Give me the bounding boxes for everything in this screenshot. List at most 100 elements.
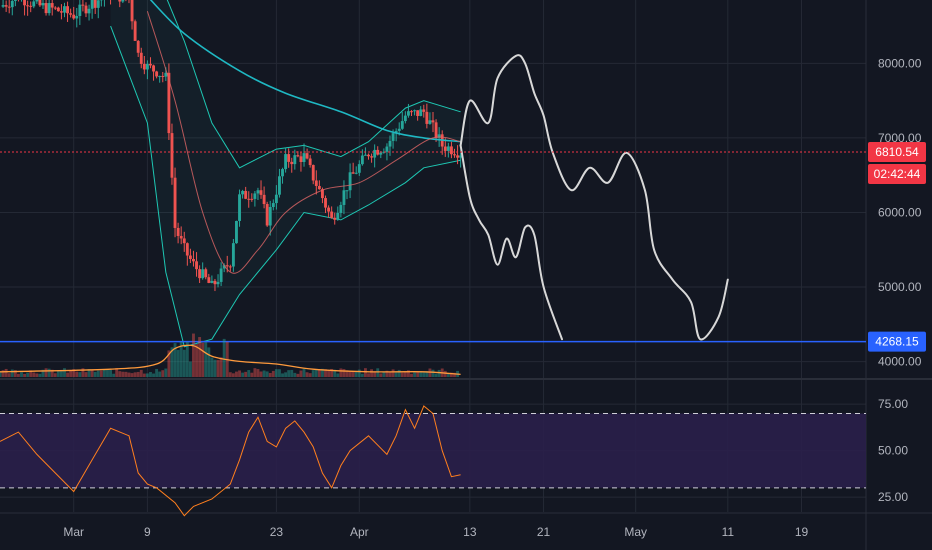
- countdown-tag[interactable]: 02:42:44: [874, 167, 921, 181]
- candle-body[interactable]: [152, 65, 155, 72]
- candle-body[interactable]: [130, 0, 134, 22]
- candle-body[interactable]: [207, 277, 211, 283]
- candle-body[interactable]: [321, 189, 324, 199]
- candle-body[interactable]: [188, 255, 192, 259]
- candle-body[interactable]: [314, 180, 318, 186]
- candle-body[interactable]: [219, 268, 223, 282]
- candle-body[interactable]: [333, 217, 337, 220]
- candle-body[interactable]: [406, 111, 410, 116]
- candle-body[interactable]: [354, 172, 358, 174]
- candle-body[interactable]: [185, 243, 189, 256]
- candle-body[interactable]: [397, 128, 401, 131]
- candle-body[interactable]: [78, 4, 82, 17]
- candle-body[interactable]: [23, 0, 27, 6]
- candle-body[interactable]: [373, 149, 377, 158]
- candle-body[interactable]: [72, 14, 76, 19]
- candle-body[interactable]: [394, 130, 398, 134]
- candle-body[interactable]: [10, 0, 14, 8]
- candle-body[interactable]: [336, 212, 340, 220]
- candle-body[interactable]: [66, 6, 69, 14]
- candle-body[interactable]: [284, 154, 288, 170]
- candle-body[interactable]: [367, 154, 370, 157]
- candle-body[interactable]: [259, 190, 263, 195]
- candle-body[interactable]: [305, 153, 309, 159]
- candle-body[interactable]: [422, 109, 426, 112]
- candle-body[interactable]: [204, 269, 208, 278]
- candle-body[interactable]: [345, 190, 349, 192]
- candle-body[interactable]: [179, 235, 183, 239]
- candle-body[interactable]: [364, 154, 367, 156]
- candle-body[interactable]: [4, 5, 8, 7]
- candle-body[interactable]: [453, 154, 456, 156]
- candle-body[interactable]: [339, 204, 343, 213]
- candle-body[interactable]: [425, 111, 429, 124]
- candle-body[interactable]: [253, 193, 257, 199]
- candle-body[interactable]: [44, 3, 48, 14]
- candle-body[interactable]: [391, 133, 395, 141]
- candle-body[interactable]: [47, 3, 51, 14]
- candle-body[interactable]: [195, 261, 198, 270]
- candle-body[interactable]: [167, 72, 171, 134]
- candle-body[interactable]: [38, 0, 42, 6]
- candle-body[interactable]: [256, 190, 260, 194]
- candle-body[interactable]: [247, 198, 251, 200]
- candle-body[interactable]: [271, 203, 275, 207]
- candle-body[interactable]: [158, 75, 162, 77]
- candle-body[interactable]: [96, 0, 100, 8]
- candle-body[interactable]: [164, 72, 168, 77]
- candle-body[interactable]: [299, 156, 303, 163]
- candle-body[interactable]: [403, 115, 407, 122]
- candle-body[interactable]: [1, 5, 5, 7]
- candle-body[interactable]: [459, 155, 463, 158]
- rsi-panel[interactable]: [0, 405, 866, 517]
- candle-body[interactable]: [53, 7, 57, 9]
- candle-body[interactable]: [360, 155, 364, 165]
- support-price-tag[interactable]: 4268.15: [875, 335, 919, 349]
- candle-body[interactable]: [290, 161, 294, 165]
- projection-path-upper[interactable]: [459, 54, 729, 341]
- candle-body[interactable]: [431, 120, 435, 123]
- candle-body[interactable]: [357, 164, 361, 173]
- candle-body[interactable]: [182, 238, 186, 244]
- projection-path-lower[interactable]: [459, 144, 563, 341]
- price-panel[interactable]: [0, 0, 866, 348]
- candle-body[interactable]: [419, 109, 423, 116]
- candle-body[interactable]: [296, 155, 300, 157]
- candle-body[interactable]: [63, 6, 66, 13]
- candle-body[interactable]: [268, 206, 272, 226]
- candle-body[interactable]: [41, 3, 45, 6]
- candle-body[interactable]: [437, 134, 441, 138]
- candle-body[interactable]: [222, 265, 226, 269]
- candle-body[interactable]: [149, 63, 152, 66]
- candle-body[interactable]: [434, 122, 438, 138]
- candle-body[interactable]: [69, 13, 73, 15]
- candle-body[interactable]: [456, 155, 460, 158]
- candle-body[interactable]: [170, 133, 174, 178]
- candle-body[interactable]: [410, 111, 413, 113]
- candle-body[interactable]: [235, 220, 238, 244]
- candle-body[interactable]: [225, 265, 229, 267]
- candle-body[interactable]: [59, 11, 63, 13]
- candle-body[interactable]: [388, 140, 392, 147]
- candle-body[interactable]: [87, 8, 91, 14]
- candle-body[interactable]: [342, 190, 346, 205]
- candle-body[interactable]: [413, 110, 417, 112]
- candle-body[interactable]: [311, 165, 315, 181]
- candle-body[interactable]: [176, 227, 180, 236]
- candle-body[interactable]: [210, 280, 214, 283]
- candle-body[interactable]: [198, 269, 202, 279]
- candle-body[interactable]: [145, 63, 149, 70]
- candle-body[interactable]: [370, 156, 374, 158]
- candle-body[interactable]: [385, 146, 389, 152]
- candle-body[interactable]: [155, 71, 159, 77]
- last-price-tag[interactable]: 6810.54: [875, 145, 919, 159]
- candle-body[interactable]: [139, 52, 143, 64]
- candle-body[interactable]: [241, 190, 245, 195]
- candle-body[interactable]: [35, 0, 39, 2]
- candle-body[interactable]: [56, 7, 60, 12]
- candle-body[interactable]: [302, 153, 306, 163]
- candle-body[interactable]: [308, 158, 312, 166]
- rsi-line[interactable]: [0, 405, 461, 517]
- candle-body[interactable]: [26, 5, 30, 7]
- candle-body[interactable]: [29, 5, 33, 7]
